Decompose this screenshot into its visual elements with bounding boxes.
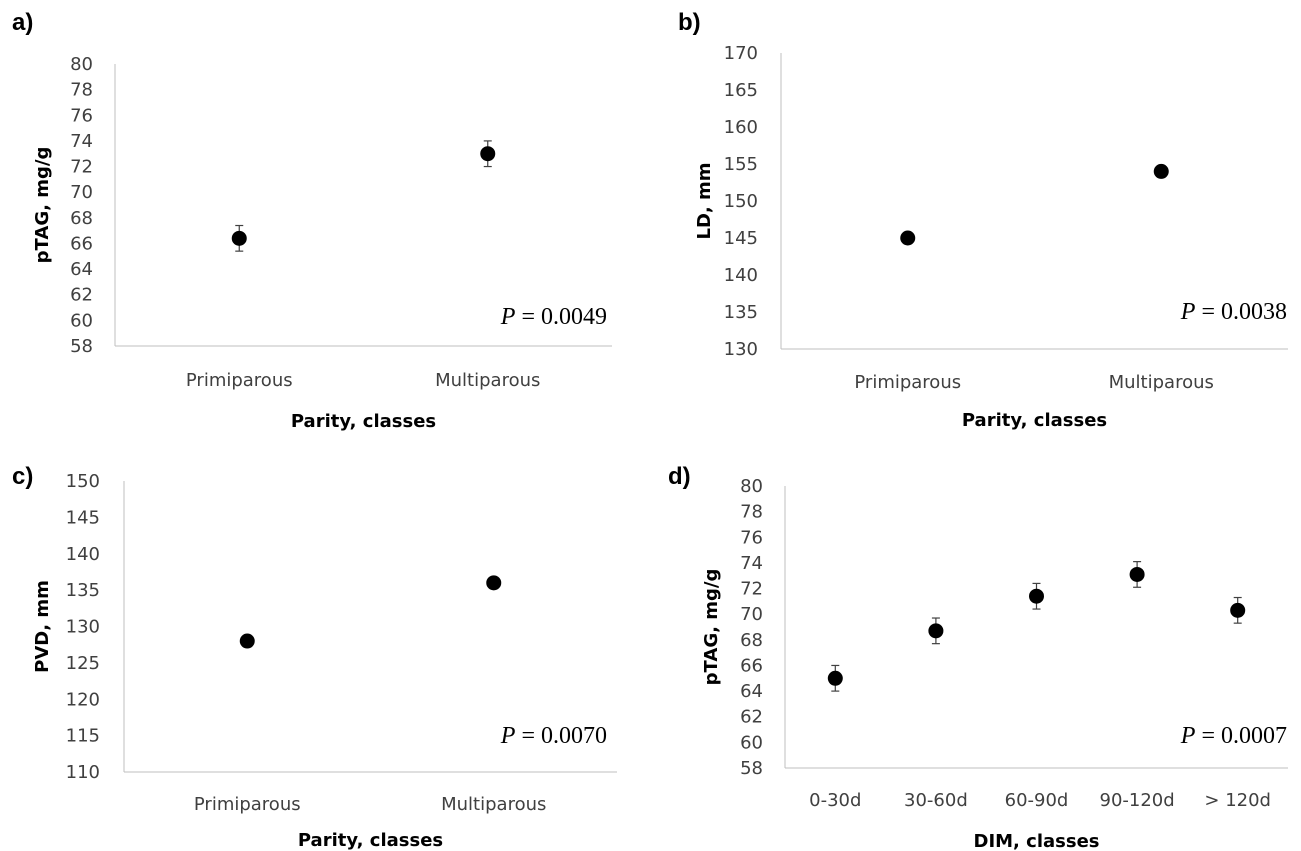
p-value-annotation: P = 0.0007 <box>1180 723 1287 749</box>
x-category-label: 90-120d <box>1100 790 1175 811</box>
y-tick-label: 170 <box>724 43 758 64</box>
x-axis-title: Parity, classes <box>962 410 1107 431</box>
p-symbol: P <box>1180 299 1196 325</box>
y-tick-label: 155 <box>724 154 758 175</box>
y-tick-label: 70 <box>70 182 93 203</box>
y-tick-label: 74 <box>70 131 93 152</box>
data-point <box>1129 566 1145 582</box>
y-tick-label: 150 <box>66 471 100 492</box>
x-category-label: > 120d <box>1204 790 1271 811</box>
x-category-label: 30-60d <box>904 790 968 811</box>
panel-d: d) 58 60 62 64 66 68 70 72 74 76 78 80 0-30d 30-60d 60-… <box>668 463 1288 851</box>
data-point <box>1153 163 1169 179</box>
y-tick-label: 78 <box>70 80 93 101</box>
y-tick-label: 64 <box>70 259 93 280</box>
x-axis-title: Parity, classes <box>298 830 443 851</box>
panel-label: a) <box>12 9 33 36</box>
x-category-label: 60-90d <box>1005 790 1069 811</box>
y-tick-label: 60 <box>740 732 763 753</box>
x-category-label: Multiparous <box>441 794 546 815</box>
p-value-text: = 0.0070 <box>515 723 607 749</box>
p-value-text: = 0.0038 <box>1195 299 1287 325</box>
y-tick-label: 130 <box>724 339 758 360</box>
y-tick-label: 150 <box>724 191 758 212</box>
x-axis-title: DIM, classes <box>974 831 1100 851</box>
p-value-annotation: P = 0.0038 <box>1180 299 1287 325</box>
y-tick-label: 64 <box>740 681 763 702</box>
panel-label: c) <box>12 463 33 490</box>
panel-label: b) <box>678 9 701 36</box>
y-tick-label: 66 <box>70 233 93 254</box>
y-tick-label: 72 <box>70 157 93 178</box>
y-tick-label: 120 <box>66 689 100 710</box>
y-tick-label: 115 <box>66 726 100 747</box>
y-tick-label: 130 <box>66 617 100 638</box>
data-point <box>486 575 502 591</box>
x-category-label: 0-30d <box>809 790 861 811</box>
data-point <box>480 146 496 162</box>
y-tick-label: 125 <box>66 653 100 674</box>
y-tick-label: 140 <box>66 544 100 565</box>
y-axis-title: PVD, mm <box>32 580 53 673</box>
x-category-label: Multiparous <box>1109 372 1214 393</box>
y-tick-label: 135 <box>66 580 100 601</box>
panel-b: b) 130 135 140 145 150 155 160 165 170 Primiparous… <box>678 9 1288 431</box>
y-tick-label: 76 <box>70 105 93 126</box>
p-symbol: P <box>1180 723 1196 749</box>
data-point <box>1029 588 1044 604</box>
x-category-label: Primiparous <box>854 372 961 393</box>
y-tick-label: 145 <box>724 228 758 249</box>
x-axis-title: Parity, classes <box>291 411 436 432</box>
data-point <box>827 670 843 686</box>
y-tick-label: 160 <box>724 117 758 138</box>
data-point <box>900 230 916 246</box>
y-tick-label: 72 <box>740 579 763 600</box>
y-tick-label: 145 <box>66 507 100 528</box>
y-tick-label: 58 <box>740 758 763 779</box>
p-symbol: P <box>500 304 516 330</box>
panel-c: c) 110 115 120 125 130 135 140 145 150 Primiparous… <box>12 463 617 851</box>
data-point <box>239 633 255 649</box>
y-tick-label: 68 <box>740 630 763 651</box>
data-point <box>928 623 944 639</box>
x-category-label: Multiparous <box>435 370 540 391</box>
data-point <box>1230 602 1246 618</box>
y-axis-title: pTAG, mg/g <box>32 147 53 264</box>
p-symbol: P <box>500 723 516 749</box>
p-value-text: = 0.0007 <box>1195 723 1287 749</box>
y-tick-label: 165 <box>724 80 758 101</box>
x-category-label: Primiparous <box>186 370 293 391</box>
p-value-annotation: P = 0.0070 <box>500 723 607 749</box>
data-point <box>231 230 247 246</box>
y-tick-label: 74 <box>740 553 763 574</box>
y-tick-label: 58 <box>70 336 93 357</box>
y-tick-label: 66 <box>740 655 763 676</box>
y-tick-label: 76 <box>740 527 763 548</box>
y-axis-title: LD, mm <box>694 162 715 239</box>
y-tick-label: 80 <box>740 476 763 497</box>
p-value-text: = 0.0049 <box>515 304 607 330</box>
y-tick-label: 68 <box>70 208 93 229</box>
panel-a: a) 58 60 62 64 66 68 70 72 74 76 78 80 Primiparous Mul… <box>12 9 612 432</box>
y-tick-label: 110 <box>66 762 100 783</box>
y-tick-label: 62 <box>70 285 93 306</box>
y-tick-label: 135 <box>724 302 758 323</box>
p-value-annotation: P = 0.0049 <box>500 304 607 330</box>
panel-label: d) <box>668 463 691 490</box>
y-tick-label: 62 <box>740 707 763 728</box>
y-tick-label: 70 <box>740 604 763 625</box>
y-tick-label: 78 <box>740 502 763 523</box>
y-axis-title: pTAG, mg/g <box>701 569 722 686</box>
y-tick-label: 140 <box>724 265 758 286</box>
y-tick-label: 60 <box>70 310 93 331</box>
x-category-label: Primiparous <box>194 794 301 815</box>
y-tick-label: 80 <box>70 54 93 75</box>
